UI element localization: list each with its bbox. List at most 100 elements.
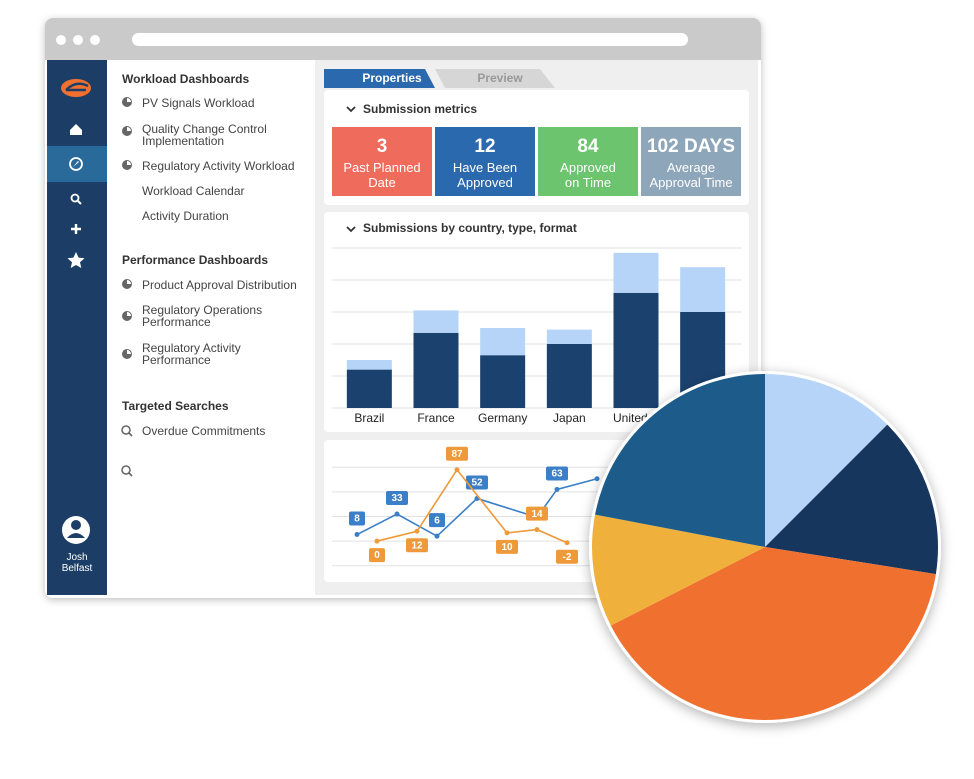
point: [414, 528, 420, 534]
window-dot[interactable]: [90, 35, 100, 45]
nav-item[interactable]: Workload Calendar: [142, 184, 245, 198]
window-dot[interactable]: [73, 35, 83, 45]
nav-item[interactable]: PV Signals Workload: [142, 96, 255, 110]
x-tick-label: Brazil: [354, 411, 384, 425]
data-label-box: [369, 548, 385, 563]
point: [594, 476, 600, 482]
bar: [546, 329, 592, 344]
pie-slice: [765, 374, 888, 547]
tab-active[interactable]: [324, 69, 435, 88]
sidebar-active: [47, 146, 107, 182]
metric-card: 12 Have Been Approved: [435, 127, 535, 196]
data-label: -2: [563, 552, 572, 563]
data-label: 0: [374, 550, 380, 561]
bar: [546, 344, 592, 408]
data-label-box: [386, 491, 408, 506]
tab-label[interactable]: Preview: [477, 71, 523, 85]
metric-label: Have Been Approved: [452, 160, 518, 190]
x-tick-label: Japan: [553, 411, 586, 425]
pie-slice: [610, 547, 936, 720]
data-label: 52: [471, 478, 483, 489]
nav-section-title: Targeted Searches: [122, 399, 229, 413]
pie-icon: [122, 349, 132, 359]
data-label-box: [466, 475, 488, 490]
pie-icon: [122, 279, 132, 289]
nav-item[interactable]: Quality Change Control Implementation: [142, 122, 267, 148]
tab-label[interactable]: Properties: [362, 71, 422, 85]
nav-item[interactable]: Activity Duration: [142, 209, 229, 223]
address-bar[interactable]: [132, 33, 688, 46]
metric-card: 84 Approved on Time: [538, 127, 638, 196]
data-label: 33: [391, 493, 403, 504]
metric-label: Past Planned Date: [343, 160, 421, 190]
x-tick-label: Germany: [478, 411, 527, 425]
point: [534, 527, 540, 533]
nav-item[interactable]: Regulatory Activity Performance: [142, 341, 241, 367]
point: [564, 540, 570, 546]
data-label-box: [349, 511, 365, 526]
compass-icon[interactable]: [69, 157, 83, 171]
avatar-body: [67, 533, 85, 538]
metric-label: Approved on Time: [560, 160, 616, 190]
compass-needle: [73, 161, 79, 167]
metric-card: 102 DAYS Average Approval Time: [641, 127, 741, 196]
nav-item[interactable]: Regulatory Activity Workload: [142, 159, 295, 173]
data-label-box: [406, 538, 428, 553]
bar: [480, 328, 526, 356]
bar: [346, 369, 392, 408]
home-icon[interactable]: [70, 124, 82, 135]
collapse-icon[interactable]: [346, 226, 356, 233]
data-label: 8: [354, 514, 360, 525]
point: [374, 538, 380, 544]
metric-value: 102 DAYS: [646, 136, 736, 157]
window-dot[interactable]: [56, 35, 66, 45]
bar: [613, 292, 659, 408]
search-handle: [77, 200, 82, 205]
point: [394, 511, 400, 517]
nav-section-title: Performance Dashboards: [122, 253, 269, 267]
collapse-icon[interactable]: [346, 106, 356, 113]
point: [554, 486, 560, 492]
search-icon[interactable]: [70, 193, 80, 203]
pie-slice: [592, 514, 765, 626]
data-label: 87: [451, 449, 463, 460]
data-label: 14: [531, 509, 543, 520]
bar: [680, 267, 726, 312]
pie-slice: [765, 424, 938, 575]
bar: [346, 360, 392, 370]
line: [376, 468, 568, 544]
logo-mark: [65, 82, 89, 92]
nav-item[interactable]: Overdue Commitments: [142, 424, 266, 438]
metric-value: 84: [577, 136, 599, 157]
nav-item[interactable]: Regulatory Operations Performance: [142, 303, 263, 329]
data-label-box: [556, 549, 578, 564]
metric-card: 3 Past Planned Date: [332, 127, 432, 196]
pie-icon: [122, 97, 132, 107]
bar: [480, 355, 526, 408]
data-label-box: [446, 446, 468, 461]
point: [504, 530, 510, 536]
point: [454, 467, 460, 473]
panel-title: Submission metrics: [363, 102, 477, 116]
tab[interactable]: [435, 69, 555, 88]
avatar-head: [71, 520, 81, 530]
data-label-box: [496, 539, 518, 554]
user-name[interactable]: Josh Belfast: [61, 552, 93, 574]
data-label: 6: [434, 515, 440, 526]
chart-title: Submissions by country, type, format: [363, 221, 577, 235]
data-label-box: [546, 466, 568, 481]
nav-item[interactable]: Product Approval Distribution: [142, 278, 297, 292]
point: [354, 532, 360, 538]
data-label-box: [429, 513, 445, 528]
x-tick-label: France: [417, 411, 455, 425]
nav-section-title: Workload Dashboards: [122, 72, 250, 86]
data-label: 10: [501, 542, 513, 553]
pie-icon: [122, 311, 132, 321]
pie-icon: [122, 160, 132, 170]
star-icon[interactable]: [67, 252, 85, 268]
metric-label: Average Approval Time: [649, 160, 733, 190]
pie-icon: [122, 126, 132, 136]
add-icon[interactable]: [71, 224, 81, 234]
metric-value: 12: [474, 136, 496, 157]
